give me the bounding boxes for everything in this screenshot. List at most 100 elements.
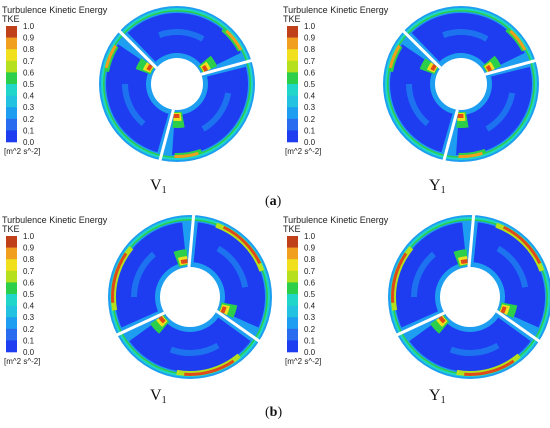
legend-tick-label: 0.3 bbox=[23, 103, 35, 112]
legend-swatch bbox=[287, 49, 298, 62]
legend-swatch bbox=[6, 305, 17, 318]
rim-tke-core bbox=[464, 359, 515, 376]
low-tke-region bbox=[115, 222, 187, 328]
hub-boundary-layer bbox=[441, 314, 499, 332]
legend-swatch bbox=[6, 84, 17, 96]
legend-tick-label: 0.7 bbox=[23, 267, 35, 276]
blade-gap bbox=[395, 311, 446, 337]
rim-tke-core bbox=[174, 151, 199, 158]
legend-swatch bbox=[287, 107, 298, 120]
rim-tke-core bbox=[388, 44, 401, 69]
blade-gap bbox=[117, 29, 158, 70]
rim-tke-band bbox=[215, 222, 265, 272]
legend-swatch bbox=[287, 294, 298, 306]
legend-tick-label: 1.0 bbox=[23, 22, 35, 31]
high-tke-core bbox=[173, 113, 180, 118]
legend-tick-label: 0.9 bbox=[23, 244, 35, 253]
rim-tke-core bbox=[222, 225, 262, 265]
legend-tick-label: 0.8 bbox=[304, 45, 316, 54]
legend-tick-label: 0.0 bbox=[23, 138, 35, 147]
legend-swatch bbox=[6, 95, 17, 108]
mid-tke-band bbox=[122, 84, 146, 127]
rim-tke-core bbox=[104, 44, 117, 69]
hub-boundary-layer bbox=[458, 76, 492, 115]
legend-tick-label: 0.8 bbox=[23, 255, 35, 264]
legend-swatch bbox=[287, 130, 298, 143]
legend-swatch bbox=[6, 270, 17, 283]
legend-tick-label: 0.2 bbox=[304, 115, 316, 124]
legend-tick-label: 0.2 bbox=[304, 325, 316, 334]
legend-swatch bbox=[287, 305, 298, 318]
tke-contour-disc-y1-bottom bbox=[388, 213, 550, 379]
legend-tick-label: 0.3 bbox=[304, 103, 316, 112]
legend-swatch bbox=[6, 247, 17, 260]
legend-title: Turbulence Kinetic Energy bbox=[283, 5, 389, 15]
hub-boundary-layer bbox=[155, 262, 187, 312]
rotor-hub bbox=[151, 58, 203, 110]
legend-tick-label: 0.5 bbox=[23, 290, 35, 299]
mid-tke-band bbox=[449, 342, 500, 357]
legend-tick-label: 0.0 bbox=[23, 348, 35, 357]
legend-swatch bbox=[6, 26, 17, 38]
legend-swatch bbox=[287, 118, 298, 131]
tke-contour-disc-v1-bottom bbox=[108, 213, 272, 379]
high-tke-core bbox=[180, 259, 188, 265]
hub-boundary-layer bbox=[174, 76, 208, 115]
legend-tick-label: 0.1 bbox=[23, 336, 35, 345]
mid-tke-band bbox=[496, 245, 529, 288]
legend-tick-label: 0.5 bbox=[304, 290, 316, 299]
legend-tick-label: 0.7 bbox=[23, 57, 35, 66]
legend-tick-label: 1.0 bbox=[304, 232, 316, 241]
blade-gap bbox=[158, 109, 175, 162]
blade-gap bbox=[495, 309, 541, 343]
high-tke-core bbox=[500, 306, 507, 314]
legend-unit: [m^2 s^-2] bbox=[4, 357, 40, 366]
hub-boundary-layer bbox=[435, 262, 467, 312]
legend-swatch bbox=[6, 72, 17, 85]
legend-swatch bbox=[287, 247, 298, 260]
high-tke-core bbox=[485, 64, 493, 72]
high-tke-core bbox=[430, 64, 437, 71]
legend-tick-label: 0.9 bbox=[304, 34, 316, 43]
mid-tke-band bbox=[169, 342, 220, 357]
legend-swatch bbox=[287, 282, 298, 295]
hub-boundary-layer bbox=[155, 53, 205, 73]
legend-tick-label: 0.4 bbox=[23, 302, 35, 311]
legend-tick-label: 0.9 bbox=[304, 244, 316, 253]
high-tke-core bbox=[438, 316, 446, 324]
rotor-hub bbox=[435, 58, 487, 110]
legend-tick-label: 0.3 bbox=[304, 313, 316, 322]
legend-tick-label: 0.6 bbox=[304, 68, 316, 77]
subfigure-label-a: (a) bbox=[265, 194, 282, 209]
mid-tke-band bbox=[442, 28, 489, 42]
legend-tick-label: 0.9 bbox=[23, 34, 35, 43]
blade-gap bbox=[401, 29, 442, 70]
legend-tick-label: 0.1 bbox=[23, 126, 35, 135]
low-tke-region bbox=[390, 44, 453, 153]
legend-tick-label: 0.7 bbox=[304, 57, 316, 66]
high-tke-core bbox=[220, 306, 227, 314]
legend-title: Turbulence Kinetic Energy bbox=[283, 215, 389, 225]
mid-tke-band bbox=[411, 251, 436, 297]
mid-tke-band bbox=[406, 84, 430, 127]
legend-title: Turbulence Kinetic Energy bbox=[2, 215, 108, 225]
legend-tick-label: 1.0 bbox=[23, 232, 35, 241]
rim-tke-core bbox=[502, 225, 542, 265]
legend-swatch bbox=[287, 60, 298, 73]
legend-unit: [m^2 s^-2] bbox=[4, 147, 40, 156]
legend-swatch bbox=[287, 340, 298, 353]
legend-tick-label: 0.1 bbox=[304, 126, 316, 135]
panel-label-y1-bottom: Y1 bbox=[429, 387, 446, 406]
blade-gap bbox=[115, 311, 166, 337]
legend-swatch bbox=[287, 317, 298, 330]
rim-tke-core bbox=[458, 151, 483, 158]
legend-swatch bbox=[6, 294, 17, 306]
legend-swatch bbox=[287, 37, 298, 50]
legend-tick-label: 0.6 bbox=[304, 278, 316, 287]
hub-boundary-layer bbox=[429, 66, 454, 114]
panel-label-v1-bottom: V1 bbox=[150, 387, 167, 406]
blade-gap bbox=[200, 58, 253, 76]
